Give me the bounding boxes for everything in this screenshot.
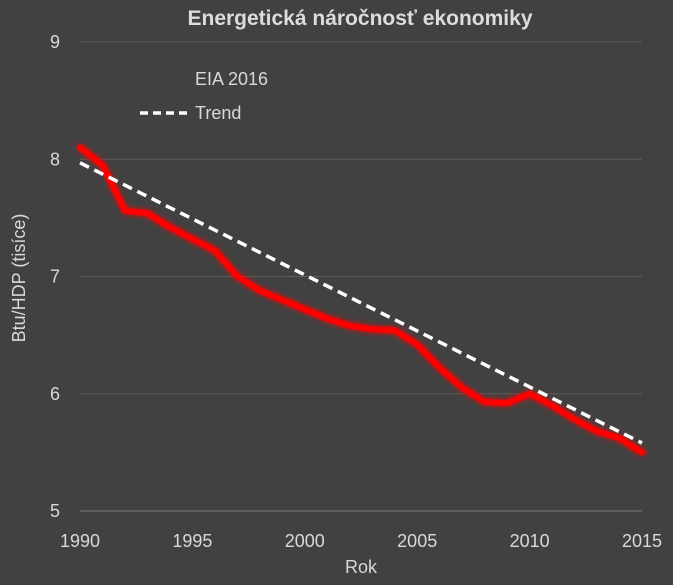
y-tick-label: 6 <box>50 384 60 404</box>
series-layer <box>77 144 645 456</box>
y-tick-label: 9 <box>50 32 60 52</box>
legend: EIA 2016 Trend <box>140 69 268 123</box>
axis-layer: 5 6 7 8 9 1990 1995 2000 2005 2010 2015 <box>50 32 662 551</box>
chart-title: Energetická náročnosť ekonomiky <box>187 7 532 30</box>
x-tick-label: 2005 <box>397 531 437 551</box>
x-tick-label: 2010 <box>510 531 550 551</box>
x-tick-label: 2000 <box>285 531 325 551</box>
y-tick-label: 5 <box>50 501 60 521</box>
y-tick-label: 7 <box>50 267 60 287</box>
legend-label-eia: EIA 2016 <box>195 69 268 89</box>
y-tick-label: 8 <box>50 149 60 169</box>
series-line-eia-2016 <box>77 144 645 456</box>
grid-layer <box>80 41 642 395</box>
x-tick-label: 1995 <box>172 531 212 551</box>
x-tick-label: 2015 <box>622 531 662 551</box>
x-tick-label: 1990 <box>60 531 100 551</box>
series-line-trend <box>79 161 643 445</box>
y-axis-label: Btu/HDP (tisíce) <box>9 214 29 343</box>
x-axis-label: Rok <box>345 557 378 577</box>
legend-label-trend: Trend <box>195 103 241 123</box>
